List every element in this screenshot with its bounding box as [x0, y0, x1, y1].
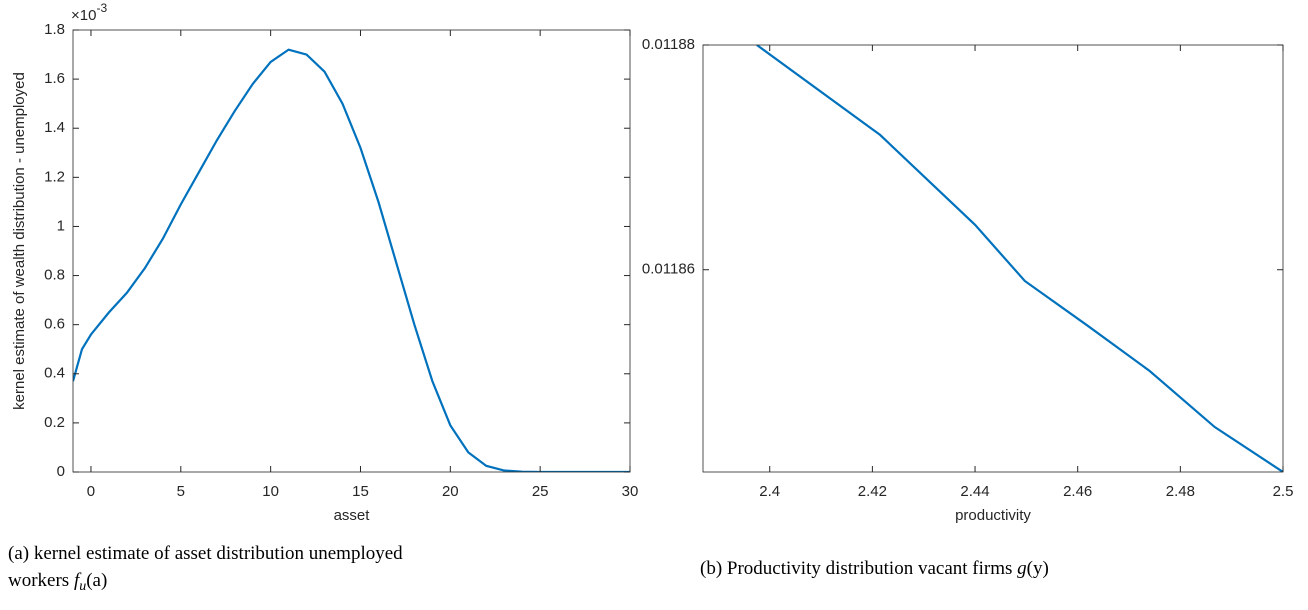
x-tick-label: 0 [87, 483, 95, 500]
y-tick-label: 0 [57, 463, 65, 480]
y-tick-label: 0.01186 [642, 261, 695, 278]
x-tick-label: 20 [442, 483, 459, 500]
y-tick-label: 0.4 [44, 365, 65, 382]
y-tick-label: 1.6 [44, 70, 65, 87]
x-axis-label: asset [334, 507, 371, 524]
caption-line: workers [8, 570, 74, 591]
y-multiplier-exponent: -3 [96, 1, 107, 15]
x-tick-label: 2.46 [1063, 483, 1092, 500]
caption-line: (a) kernel estimate of asset distributio… [8, 543, 403, 564]
y-tick-label: 0.2 [44, 414, 65, 431]
caption: (b) Productivity distribution vacant fir… [700, 558, 1049, 579]
caption-math-sub: u [79, 579, 86, 594]
axes-box [702, 44, 1284, 473]
x-tick-label: 10 [262, 483, 279, 500]
y-tick-label: 0.6 [44, 316, 65, 333]
x-tick-label: 15 [352, 483, 369, 500]
x-tick-label: 2.48 [1166, 483, 1195, 500]
y-tick-label: 0.01188 [642, 36, 695, 53]
x-tick-label: 25 [532, 483, 549, 500]
x-tick-label: 2.5 [1273, 483, 1294, 500]
y-multiplier-base: ×10 [71, 7, 96, 24]
y-tick-label: 1.4 [44, 119, 65, 136]
y-tick-label: 1 [57, 217, 65, 234]
caption-math: g [1017, 558, 1027, 579]
y-tick-label: 1.8 [44, 21, 65, 38]
x-axis-label: productivity [955, 507, 1031, 524]
caption-math-arg: (a) [86, 570, 107, 591]
y-multiplier: ×10-3 [71, 1, 107, 24]
x-tick-label: 2.42 [858, 483, 887, 500]
x-tick-label: 5 [177, 483, 185, 500]
plot-area [73, 48, 630, 472]
y-tick-label: 0.8 [44, 267, 65, 284]
caption-text: (b) Productivity distribution vacant fir… [700, 558, 1012, 579]
y-axis-label: kernel estimate of wealth distribution -… [11, 72, 28, 410]
axes-box [72, 29, 631, 473]
data-line [73, 48, 630, 472]
caption: (a) kernel estimate of asset distributio… [8, 543, 403, 594]
x-tick-label: 30 [622, 483, 639, 500]
caption-math: f [74, 570, 82, 591]
plot-area [756, 45, 1283, 472]
caption-math-arg: (y) [1027, 558, 1049, 579]
data-line [756, 45, 1283, 472]
y-tick-label: 1.2 [44, 168, 65, 185]
x-tick-label: 2.44 [960, 483, 989, 500]
x-tick-label: 2.4 [759, 483, 780, 500]
